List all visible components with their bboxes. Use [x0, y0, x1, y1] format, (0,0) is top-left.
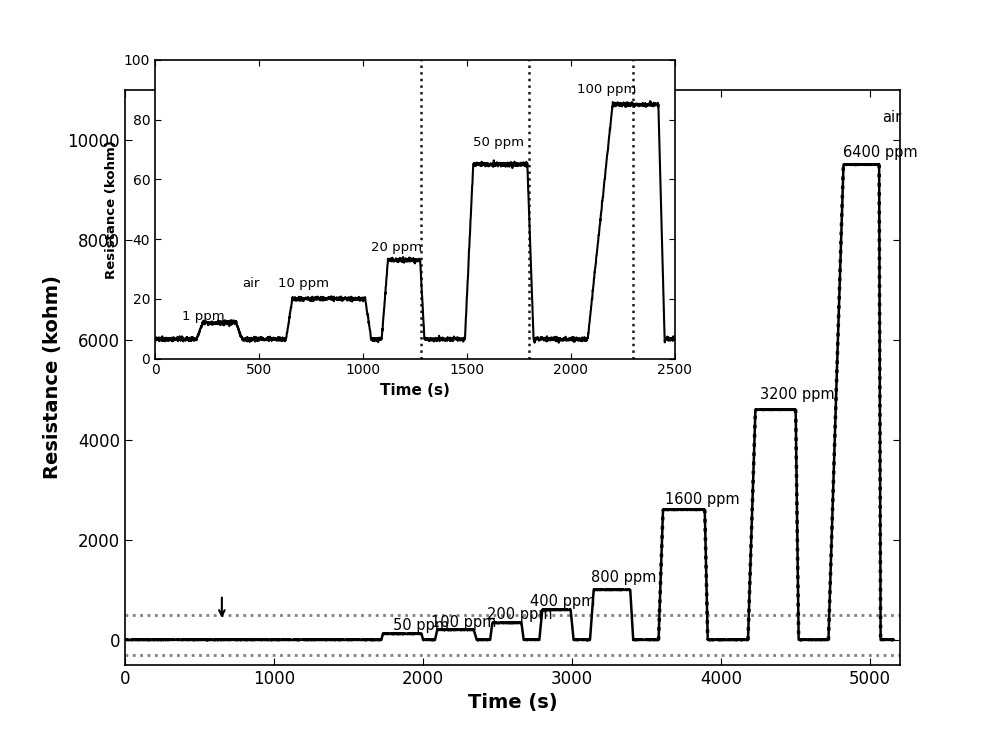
Text: 400 ppm: 400 ppm — [530, 594, 596, 609]
Y-axis label: Resistance (kohm): Resistance (kohm) — [105, 140, 118, 279]
X-axis label: Time (s): Time (s) — [468, 693, 557, 712]
Text: 1 ppm: 1 ppm — [182, 310, 225, 323]
Text: 20 ppm: 20 ppm — [371, 241, 422, 254]
Text: 10 ppm: 10 ppm — [278, 277, 329, 290]
X-axis label: Time (s): Time (s) — [380, 383, 450, 398]
Text: 50 ppm: 50 ppm — [473, 137, 524, 149]
Text: air: air — [882, 110, 901, 125]
Text: 800 ppm: 800 ppm — [591, 570, 657, 585]
Text: 6400 ppm: 6400 ppm — [843, 145, 918, 160]
Text: air: air — [242, 277, 260, 290]
Text: 100 ppm: 100 ppm — [431, 615, 496, 630]
Text: 50 ppm: 50 ppm — [393, 619, 449, 633]
Text: 3200 ppm: 3200 ppm — [760, 387, 835, 402]
Y-axis label: Resistance (kohm): Resistance (kohm) — [43, 276, 62, 479]
Text: 1600 ppm: 1600 ppm — [665, 492, 739, 507]
Text: 100 ppm: 100 ppm — [577, 83, 637, 96]
Text: 200 ppm: 200 ppm — [487, 607, 553, 622]
